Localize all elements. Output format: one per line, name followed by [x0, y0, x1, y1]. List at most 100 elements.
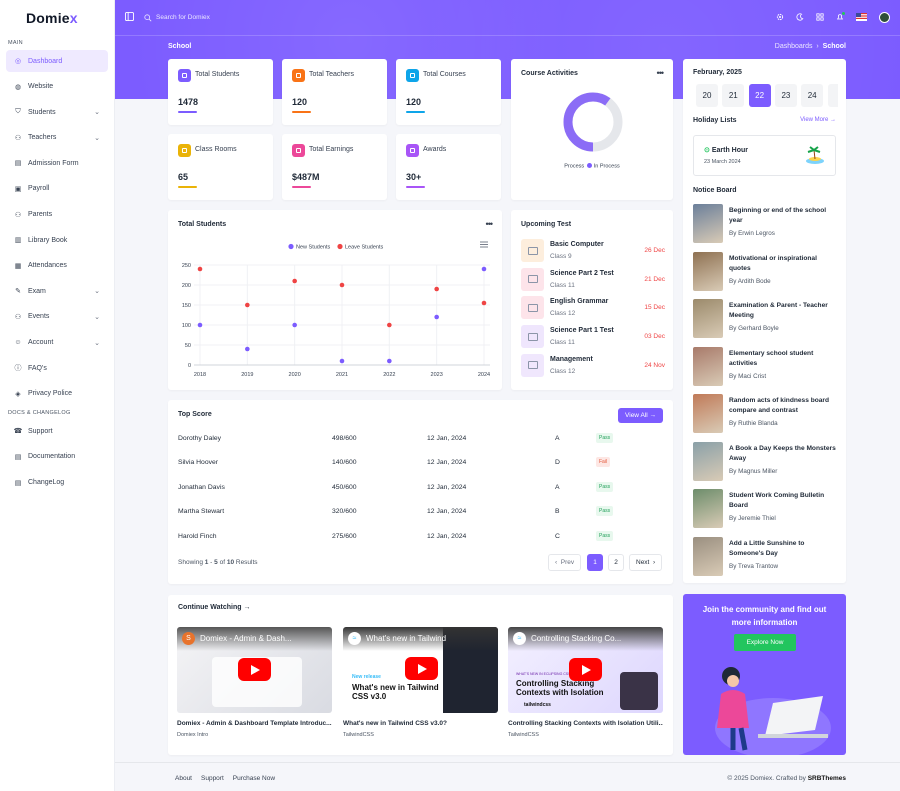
video-thumbnail[interactable]: S Domiex - Admin & Dash... — [177, 627, 332, 713]
stat-icon — [178, 69, 191, 82]
x-tick-label: 2019 — [241, 372, 253, 378]
view-all-button[interactable]: View All → — [618, 408, 663, 423]
notice-item[interactable]: Add a Little Sunshine to Someone's Day By… — [693, 536, 843, 577]
brand-logo[interactable]: Domie x — [26, 10, 78, 26]
notice-author: By Maci Crist — [729, 372, 767, 380]
sidebar-item-documentation[interactable]: ▤ Documentation — [6, 446, 108, 468]
dark-mode-icon[interactable] — [796, 12, 804, 23]
test-date: 03 Dec — [644, 333, 665, 341]
video-title[interactable]: What's new in Tailwind CSS v3.0? — [343, 720, 447, 727]
sidebar-item-teachers[interactable]: ⚇ Teachers ⌄ — [6, 127, 108, 149]
apps-icon[interactable] — [816, 12, 824, 23]
upcoming-test-item[interactable]: Basic Computer Class 9 26 Dec — [521, 239, 665, 263]
video-title[interactable]: Controlling Stacking Contexts with Isola… — [508, 720, 663, 727]
sidebar-item-payroll[interactable]: ▣ Payroll — [6, 178, 108, 200]
view-more-link[interactable]: View More → — [800, 117, 836, 123]
sidebar-item-support[interactable]: ☎ Support — [6, 420, 108, 442]
notice-item[interactable]: Student Work Coming Bulletin Board By Jer… — [693, 489, 843, 529]
upcoming-test-item[interactable]: Management Class 12 24 Nov — [521, 353, 665, 378]
search-box[interactable]: Search for Domiex — [144, 13, 210, 22]
calendar-day[interactable]: 20 — [696, 84, 718, 107]
sidebar-item-attendances[interactable]: ▦ Attendances — [6, 255, 108, 277]
notice-item[interactable]: Beginning or end of the school year By Er… — [693, 204, 843, 244]
avatar[interactable] — [879, 12, 890, 23]
footer-link-about[interactable]: About — [175, 775, 192, 782]
calendar-day[interactable]: 22 — [748, 84, 771, 107]
sidebar-item-library-book[interactable]: ▥ Library Book — [6, 229, 108, 251]
sidebar-item-admission-form[interactable]: ▤ Admission Form — [6, 152, 108, 174]
stat-icon — [292, 144, 305, 157]
point-leave-students — [387, 322, 392, 328]
more-options-icon[interactable]: ••• — [656, 68, 665, 78]
page-2-button[interactable]: 2 — [608, 554, 624, 571]
upcoming-test-item[interactable]: Science Part 2 Test Class 11 21 Dec — [521, 267, 665, 292]
status-badge: Pass — [596, 506, 614, 517]
sidebar-item-website[interactable]: ◍ Website — [6, 76, 108, 98]
stat-card: Total Students 1478 — [168, 59, 273, 125]
footer-link-purchase-now[interactable]: Purchase Now — [232, 775, 276, 782]
video-card[interactable]: ≈ Controlling Stacking Co... WHAT'S NEW I… — [508, 627, 663, 738]
notice-item[interactable]: Motivational or inspirational quotes By A… — [693, 251, 843, 292]
calendar-day[interactable]: 23 — [774, 84, 797, 107]
point-leave-students — [481, 300, 487, 306]
video-thumbnail[interactable]: ≈ What's new in Tailwind New release What… — [343, 627, 498, 713]
test-class: Class 11 — [550, 339, 575, 347]
notice-author: By Jeremie Thiel — [729, 515, 776, 522]
prev-page-button[interactable]: ‹ Prev — [548, 554, 582, 571]
form-icon: ▤ — [14, 160, 22, 168]
holiday-item[interactable]: ⊙ Earth Hour 23 March 2024 — [693, 135, 836, 176]
notice-item[interactable]: A Book a Day Keeps the Monsters Away By M… — [693, 441, 843, 482]
arrow-right-icon: → — [243, 604, 251, 611]
sidebar-item-changelog[interactable]: ▤ ChangeLog — [6, 472, 108, 494]
stat-value: 65 — [178, 172, 189, 182]
sidebar-item-parents[interactable]: ⚇ Parents — [6, 204, 108, 226]
flag-icon[interactable] — [856, 12, 867, 23]
video-card[interactable]: ≈ What's new in Tailwind New release What… — [343, 627, 498, 738]
footer-link-support[interactable]: Support — [201, 775, 224, 782]
explore-now-button[interactable]: Explore Now — [734, 634, 796, 651]
upcoming-test-card: Upcoming Test Basic Computer Class 9 26 De… — [511, 210, 673, 390]
video-thumbnail[interactable]: ≈ Controlling Stacking Co... WHAT'S NEW I… — [508, 627, 663, 713]
notification-icon[interactable] — [836, 11, 845, 23]
next-page-button[interactable]: Next › — [629, 554, 663, 571]
tailwind-logo-icon: ≈ — [513, 632, 526, 645]
test-name: Science Part 1 Test — [550, 327, 614, 335]
continue-watching-title[interactable]: Continue Watching → — [178, 604, 251, 611]
breadcrumb-parent[interactable]: Dashboards — [774, 43, 813, 50]
video-title[interactable]: Domiex - Admin & Dashboard Template Intr… — [177, 720, 332, 727]
play-icon[interactable] — [238, 658, 271, 681]
play-icon[interactable] — [405, 657, 438, 680]
notice-item[interactable]: Elementary school student activities By M… — [693, 346, 843, 387]
upcoming-test-item[interactable]: Science Part 1 Test Class 11 03 Dec — [521, 325, 665, 349]
more-options-icon[interactable]: ••• — [485, 219, 494, 229]
sidebar-item-exam[interactable]: ✎ Exam ⌄ — [6, 280, 108, 302]
y-tick-label: 0 — [188, 363, 191, 369]
video-head-title: Controlling Stacking Co... — [531, 634, 622, 643]
test-date: 26 Dec — [644, 247, 665, 254]
holiday-date: 23 March 2024 — [704, 159, 741, 165]
play-icon[interactable] — [569, 658, 602, 681]
page-1-button[interactable]: 1 — [587, 554, 603, 571]
x-tick-label: 2021 — [336, 372, 348, 378]
y-tick-label: 100 — [182, 323, 191, 329]
notice-item[interactable]: Random acts of kindness board compare an… — [693, 394, 843, 434]
sidebar-item-faq-s[interactable]: ⓘ FAQ's — [6, 357, 108, 379]
sidebar-item-dashboard[interactable]: ◎ Dashboard — [6, 50, 108, 72]
search-input[interactable]: Search for Domiex — [156, 14, 210, 21]
events-icon: ⚇ — [14, 313, 22, 321]
sidebar-item-events[interactable]: ⚇ Events ⌄ — [6, 306, 108, 328]
upcoming-test-item[interactable]: English Grammar Class 12 15 Dec — [521, 296, 665, 320]
video-card[interactable]: S Domiex - Admin & Dash... Domiex - Admin… — [177, 627, 332, 738]
calendar-day[interactable]: 24 — [801, 84, 824, 107]
sidebar-item-account[interactable]: ☺ Account ⌄ — [6, 332, 108, 354]
sidebar-item-students[interactable]: ⛉ Students ⌄ — [6, 101, 108, 123]
calendar-day-partial[interactable] — [828, 84, 838, 107]
sidebar-item-privacy-police[interactable]: ◈ Privacy Police — [6, 383, 108, 405]
chart-menu-icon[interactable] — [480, 241, 488, 248]
settings-icon[interactable] — [776, 13, 784, 23]
grade: C — [555, 532, 560, 540]
sidebar-toggle-icon[interactable] — [125, 12, 134, 23]
notice-author: By Treva Trantow — [729, 562, 778, 570]
notice-item[interactable]: Examination & Parent - Teacher Meeting By… — [693, 299, 843, 339]
calendar-day[interactable]: 21 — [722, 84, 745, 107]
